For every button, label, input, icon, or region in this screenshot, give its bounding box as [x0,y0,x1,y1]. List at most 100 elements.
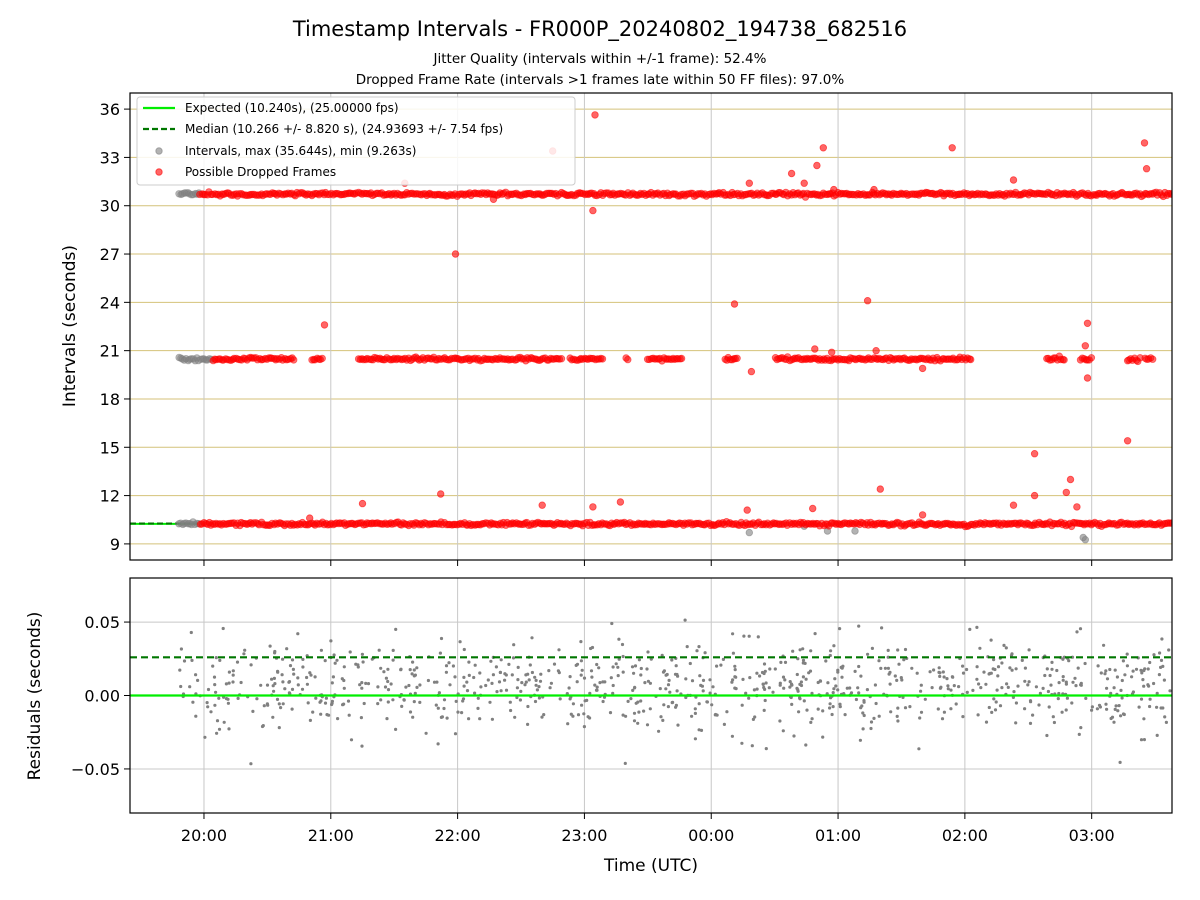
dropped-frame-outlier-point [616,498,625,506]
residual-point [903,647,908,652]
residual-point [1046,689,1050,694]
residual-point [915,671,919,675]
residual-point [895,678,899,683]
residual-point [1130,675,1134,679]
dropped-frame-outlier-point [489,195,498,203]
residual-point [869,720,874,724]
residual-point [778,719,782,723]
residual-point [335,658,339,662]
residual-point [218,658,222,663]
residual-point [1125,664,1129,668]
x-tick-label: 03:00 [1069,826,1115,845]
residual-point [1016,684,1020,688]
residual-point [290,687,295,692]
residual-point [1167,648,1171,652]
residual-point [527,678,531,682]
residual-point [438,651,442,655]
residual-point [272,689,276,693]
residual-point [809,649,813,653]
residual-point [243,648,247,652]
residual-point [360,744,364,748]
residual-point [1112,720,1116,724]
residual-point [802,699,806,703]
dropped-frame-outlier-point [591,111,599,119]
residual-point [287,691,291,695]
dropped-frame-outlier-point [918,364,927,373]
residual-point [189,630,193,635]
residual-point [1120,678,1124,683]
residual-point [1014,701,1019,705]
residual-point [473,691,477,695]
residual-point [276,670,280,674]
residual-point [674,664,678,668]
residual-point [639,699,643,703]
residual-point [1057,681,1061,685]
residual-point [945,677,949,681]
residual-point [394,627,398,632]
residual-point [296,632,300,636]
residual-point [762,708,766,713]
dropped-frame-outlier-point [809,504,817,513]
residual-point [231,680,235,684]
residual-point [292,672,296,676]
residual-point [961,664,965,668]
residuals-y-ticks: −0.05 0.00 0.05 [71,613,130,779]
residual-point [877,659,881,663]
residual-point [217,727,222,731]
residual-point [1079,683,1083,687]
residual-point [877,714,881,718]
residual-point [1074,684,1078,688]
residual-point [224,682,228,686]
residual-point [221,626,225,631]
dropped-frame-outlier-point [1083,374,1092,382]
residual-point [664,687,668,691]
residual-point [217,696,221,700]
residual-point [595,688,599,692]
residual-point [950,675,955,679]
residual-point [1157,673,1161,677]
residual-point [1034,685,1038,689]
residual-point [265,683,270,687]
residual-point [533,675,537,679]
x-tick-label: 01:00 [815,826,861,845]
residual-point [923,697,927,701]
residual-point [857,624,861,628]
residual-point [1023,666,1027,670]
residual-point [645,667,649,671]
residuals-x-ticks: 20:00 21:00 22:00 23:00 00:00 01:00 02:00 03:00 [181,813,1115,845]
residual-point [798,682,802,687]
residual-point [961,671,966,675]
residual-point [226,701,230,705]
residual-point [557,648,561,652]
residual-point [748,676,752,680]
residual-point [840,675,844,679]
residual-point [730,734,735,738]
residual-point [910,666,914,670]
interval-outlier-point [745,528,753,537]
residual-point [752,688,757,692]
residual-point [444,670,448,674]
residual-point [1123,673,1127,677]
residual-point [601,699,605,704]
residual-point [445,716,449,720]
residual-point [699,683,703,688]
residual-point [1160,637,1164,641]
residual-point [758,674,762,678]
residual-point [872,716,876,721]
residual-point [440,715,444,719]
residual-point [1113,668,1117,672]
residual-point [1148,660,1152,665]
residual-point [1146,683,1150,687]
residual-point [1045,733,1049,738]
residual-point [1010,668,1014,672]
residual-point [503,678,507,682]
residual-point [984,720,989,724]
residual-point [534,683,538,687]
residual-point [971,688,975,693]
residual-point [697,728,701,732]
residual-point [582,712,586,716]
residual-point [1049,683,1053,687]
residual-point [624,714,628,718]
residual-point [902,658,906,662]
residual-point [788,685,792,689]
